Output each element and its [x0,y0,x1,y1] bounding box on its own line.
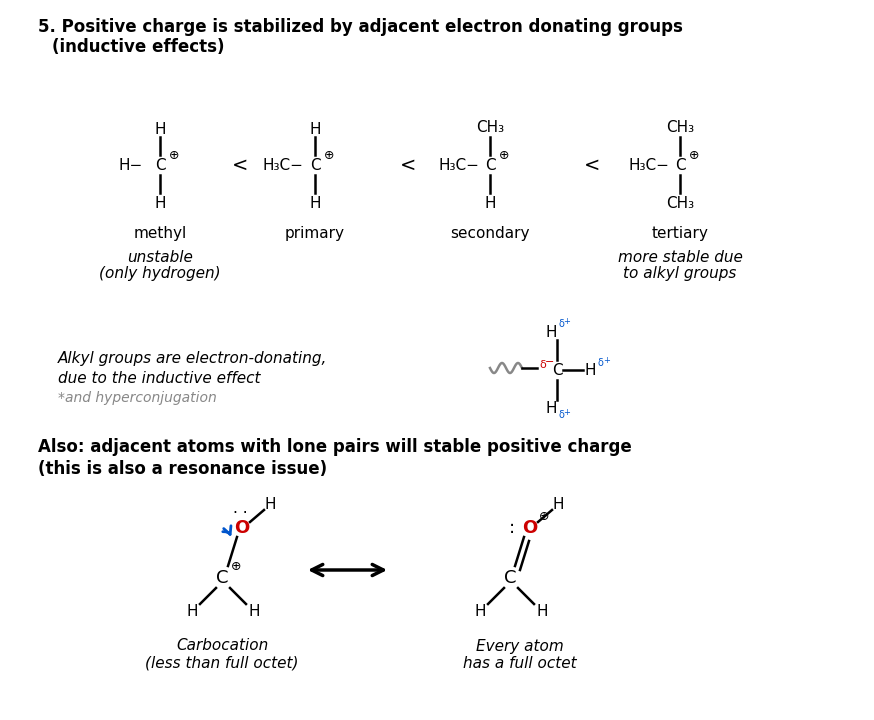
Text: Also: adjacent atoms with lone pairs will stable positive charge: Also: adjacent atoms with lone pairs wil… [38,438,632,456]
Text: CH₃: CH₃ [666,196,694,210]
Text: O: O [234,519,250,537]
Text: · ·: · · [232,505,247,521]
Text: +: + [604,356,610,364]
Text: H₃C−: H₃C− [263,158,304,173]
Text: C: C [309,158,320,173]
Text: −: − [545,357,555,367]
Text: H: H [154,122,166,137]
Text: ⊕: ⊕ [169,148,179,161]
Text: C: C [551,362,562,377]
Text: <: < [584,156,600,174]
Text: δ: δ [539,360,546,370]
Text: methyl: methyl [134,225,187,240]
Text: *and hyperconjugation: *and hyperconjugation [58,391,217,405]
Text: H: H [484,196,496,210]
Text: ⊕: ⊕ [689,148,699,161]
Text: H₃C−: H₃C− [438,158,479,173]
Text: H: H [309,196,321,210]
Text: to alkyl groups: to alkyl groups [623,266,737,281]
Text: ⊕: ⊕ [323,148,334,161]
Text: δ: δ [597,358,603,368]
Text: H: H [545,400,557,415]
Text: H: H [584,362,596,377]
Text: (less than full octet): (less than full octet) [145,655,299,670]
Text: C: C [485,158,496,173]
Text: H−: H− [118,158,142,173]
Text: more stable due: more stable due [618,250,742,264]
Text: secondary: secondary [450,225,530,240]
Text: H: H [552,497,564,511]
Text: <: < [399,156,416,174]
Text: CH₃: CH₃ [476,120,504,135]
Text: δ: δ [558,319,564,329]
Text: H: H [309,122,321,137]
Text: ⊕: ⊕ [231,559,241,572]
Text: tertiary: tertiary [651,225,709,240]
Text: +: + [564,408,571,416]
Text: due to the inductive effect: due to the inductive effect [58,371,260,385]
Text: ⊕: ⊕ [538,510,549,523]
Text: primary: primary [285,225,345,240]
Text: unstable: unstable [127,250,193,264]
Text: δ: δ [558,410,564,420]
Text: H: H [186,605,198,619]
Text: +: + [564,317,571,325]
Text: H: H [154,196,166,210]
Text: O: O [523,519,538,537]
Text: Every atom: Every atom [476,639,564,654]
Text: H: H [264,497,276,511]
Text: H₃C−: H₃C− [628,158,669,173]
Text: C: C [216,569,228,587]
Text: :: : [509,519,515,537]
Text: C: C [503,569,517,587]
Text: Carbocation: Carbocation [176,639,268,654]
Text: H: H [248,605,260,619]
Text: Alkyl groups are electron-donating,: Alkyl groups are electron-donating, [58,351,328,366]
Text: 5. Positive charge is stabilized by adjacent electron donating groups: 5. Positive charge is stabilized by adja… [38,18,683,36]
Text: <: < [232,156,248,174]
Text: (this is also a resonance issue): (this is also a resonance issue) [38,460,327,478]
Text: ⊕: ⊕ [499,148,510,161]
Text: CH₃: CH₃ [666,120,694,135]
Text: H: H [475,605,486,619]
Text: (inductive effects): (inductive effects) [52,38,225,56]
Text: C: C [675,158,685,173]
FancyArrowPatch shape [223,526,231,534]
Text: has a full octet: has a full octet [463,655,577,670]
Text: (only hydrogen): (only hydrogen) [99,266,221,281]
Text: H: H [545,325,557,340]
Text: C: C [155,158,165,173]
Text: H: H [537,605,548,619]
